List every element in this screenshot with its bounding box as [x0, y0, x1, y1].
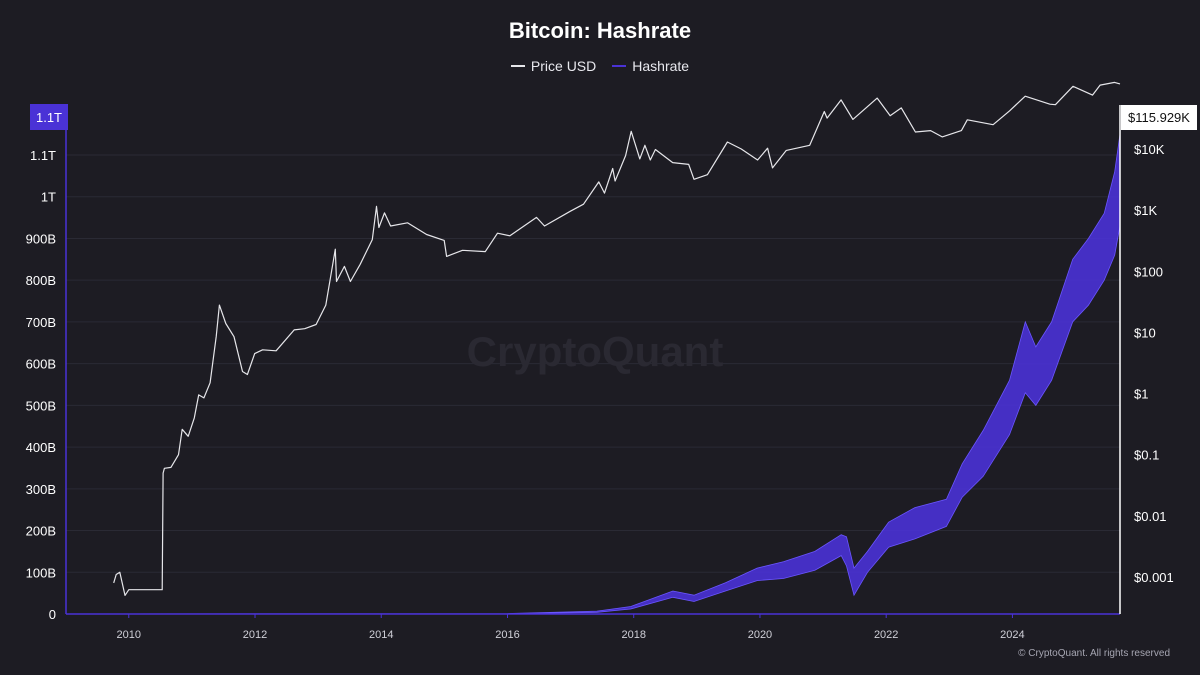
x-tick-label: 2012 [243, 629, 267, 641]
y-left-tick-label: 1.1T [30, 148, 56, 163]
price-series-line [113, 81, 1121, 596]
hashrate-current-label: 1.1T [36, 110, 62, 125]
x-tick-label: 2016 [495, 629, 519, 641]
price-current-badge [1121, 105, 1197, 130]
legend-item-price[interactable]: Price USD [510, 58, 597, 74]
x-tick-label: 2018 [621, 629, 645, 641]
y-left-tick-label: 100B [26, 565, 56, 580]
x-tick-label: 2020 [748, 629, 772, 641]
y-left-tick-label: 600B [26, 357, 56, 372]
y-right-tick-label: $100 [1134, 264, 1163, 279]
x-tick-label: 2024 [1000, 629, 1024, 641]
legend: Price USD Hashrate [0, 58, 1200, 74]
price-current-label: $115.929K [1128, 110, 1190, 125]
y-left-tick-label: 200B [26, 524, 56, 539]
legend-label-hashrate: Hashrate [632, 58, 690, 74]
y-left-tick-label: 1T [41, 190, 56, 205]
y-left-tick-label: 800B [26, 273, 56, 288]
x-tick-label: 2022 [874, 629, 898, 641]
hashrate-current-badge [30, 104, 68, 130]
watermark: CryptoQuant [467, 328, 724, 375]
y-right-tick-label: $0.1 [1134, 448, 1159, 463]
y-right-tick-label: $10K [1134, 142, 1165, 157]
y-right-tick-label: $1K [1134, 203, 1157, 218]
legend-swatch-price [510, 65, 525, 67]
y-left-tick-label: 500B [26, 398, 56, 413]
y-left-tick-label: 0 [49, 607, 56, 622]
y-right-tick-label: $1 [1134, 387, 1148, 402]
y-right-tick-label: $0.001 [1134, 570, 1174, 585]
copyright-footer: © CryptoQuant. All rights reserved [1018, 648, 1170, 659]
chart-title: Bitcoin: Hashrate [508, 18, 692, 43]
y-right-tick-label: $10 [1134, 325, 1156, 340]
x-tick-label: 2014 [369, 629, 393, 641]
legend-label-price: Price USD [530, 58, 597, 74]
legend-item-hashrate[interactable]: Hashrate [612, 58, 689, 74]
y-left-tick-label: 700B [26, 315, 56, 330]
y-left-tick-label: 300B [26, 482, 56, 497]
y-left-tick-label: 400B [26, 440, 56, 455]
legend-swatch-hashrate [612, 65, 627, 67]
x-tick-label: 2010 [117, 629, 141, 641]
y-left-tick-label: 900B [26, 231, 56, 246]
y-right-tick-label: $0.01 [1134, 509, 1167, 524]
